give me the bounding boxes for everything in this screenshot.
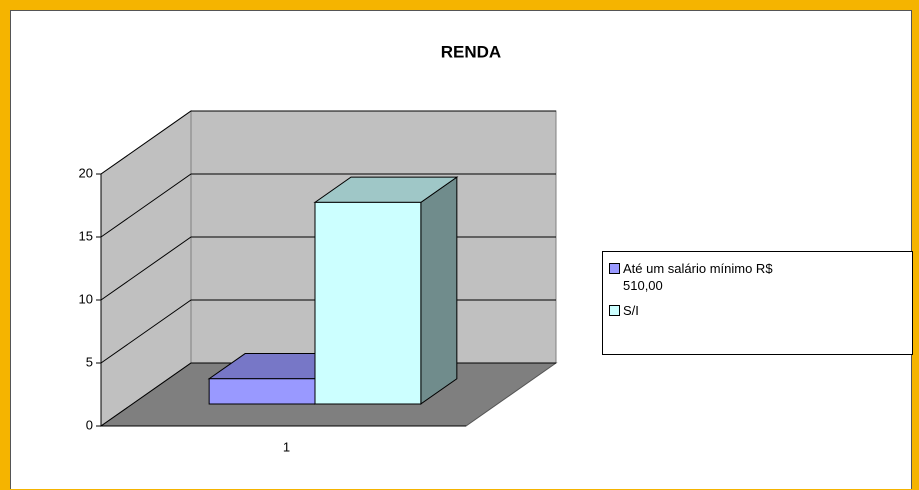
y-tick-label: 20 — [79, 165, 93, 180]
y-tick-label: 15 — [79, 228, 93, 243]
grid-line — [100, 110, 556, 175]
chart-frame: RENDA 0 5 10 15 20 1 Até um salário mínimo R$… — [10, 10, 913, 489]
y-tick-label: 10 — [79, 291, 93, 306]
legend-swatch — [609, 305, 620, 316]
legend-label: Até um salário mínimo R$ 510,00 — [623, 261, 773, 293]
legend-label: S/I — [623, 303, 639, 318]
legend-item: S/I — [609, 302, 906, 319]
legend: Até um salário mínimo R$ 510,00 S/I — [602, 251, 913, 355]
bar — [314, 201, 422, 405]
chart-title: RENDA — [441, 42, 501, 61]
bar-side — [420, 176, 458, 405]
x-tick-label: 1 — [283, 439, 290, 454]
legend-item: Até um salário mínimo R$ 510,00 — [609, 260, 906, 294]
y-tick-label: 0 — [86, 417, 93, 432]
grid-line — [100, 173, 556, 238]
legend-swatch — [609, 263, 620, 274]
y-tick-label: 5 — [86, 354, 93, 369]
chart: RENDA 0 5 10 15 20 1 — [79, 42, 558, 454]
bar — [208, 378, 316, 405]
